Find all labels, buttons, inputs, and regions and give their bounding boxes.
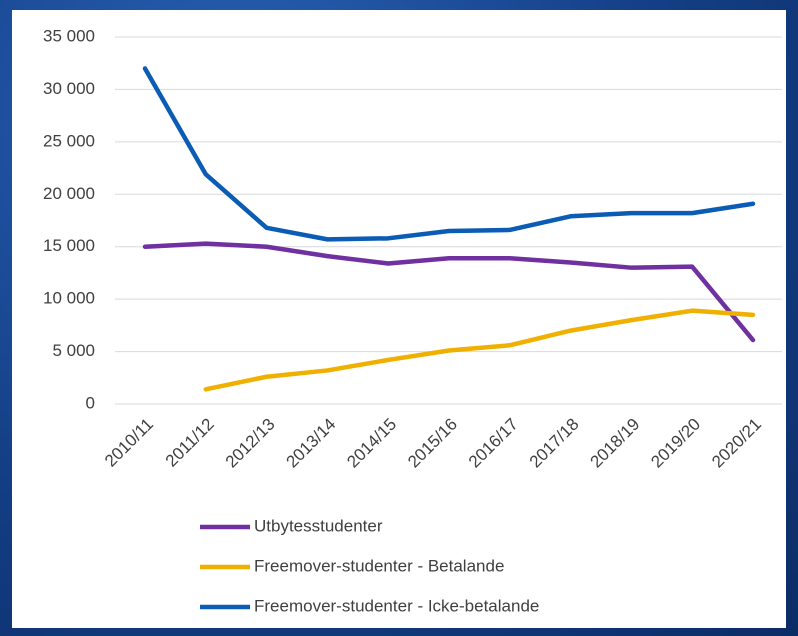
- y-tick-label: 35 000: [43, 26, 95, 45]
- y-tick-label: 25 000: [43, 131, 95, 150]
- y-tick-label: 20 000: [43, 184, 95, 203]
- y-tick-label: 5 000: [52, 341, 95, 360]
- y-tick-label: 0: [86, 393, 95, 412]
- y-tick-label: 30 000: [43, 79, 95, 98]
- series-line: [203, 308, 756, 392]
- series-line: [142, 66, 756, 242]
- y-tick-label: 10 000: [43, 289, 95, 308]
- legend-label: Freemover-studenter - Icke-betalande: [254, 596, 539, 615]
- series-line: [142, 241, 756, 343]
- chart-panel: [12, 10, 786, 628]
- y-tick-label: 15 000: [43, 236, 95, 255]
- legend-label: Utbytesstudenter: [254, 516, 383, 535]
- legend-label: Freemover-studenter - Betalande: [254, 556, 504, 575]
